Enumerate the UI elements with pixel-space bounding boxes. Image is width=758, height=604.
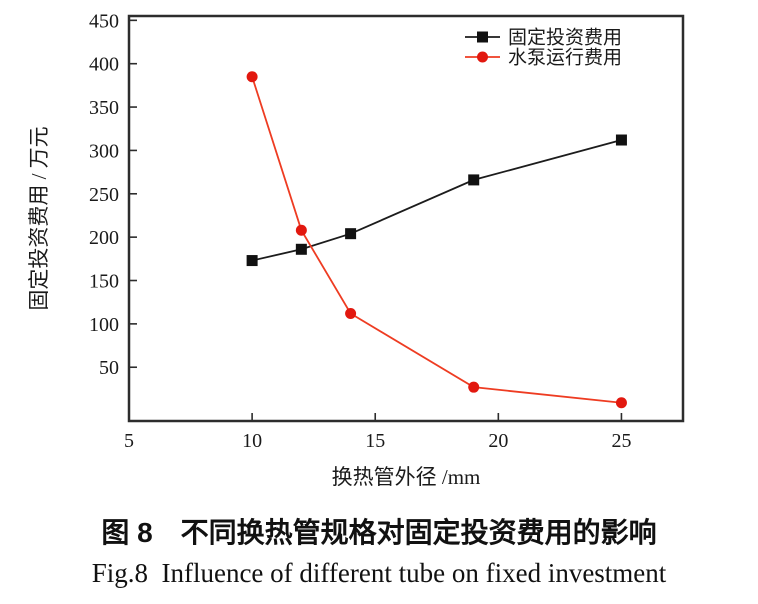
data-point xyxy=(295,243,307,255)
y-tick-label: 350 xyxy=(89,97,119,119)
y-tick-label: 150 xyxy=(89,271,119,293)
data-point xyxy=(345,307,357,319)
x-tick-label: 10 xyxy=(242,430,262,452)
y-tick-label: 200 xyxy=(89,227,119,249)
legend-label: 固定投资费用 xyxy=(508,27,622,49)
y-axis-title: 固定投资费用 / 万元 xyxy=(27,126,51,310)
legend-circle-marker xyxy=(477,51,488,63)
data-point xyxy=(246,255,258,267)
data-point xyxy=(295,224,307,236)
x-axis-title: 换热管外径 /mm xyxy=(332,465,481,489)
y-tick-label: 400 xyxy=(89,54,119,76)
figure-caption-zh: 图 8 不同换热管规格对固定投资费用的影响 xyxy=(101,517,657,548)
data-point xyxy=(345,228,357,240)
data-point xyxy=(615,397,627,409)
series-line-1 xyxy=(251,76,622,404)
x-tick-label: 15 xyxy=(365,430,385,452)
y-tick-label: 450 xyxy=(89,10,119,32)
legend-square-marker xyxy=(477,31,488,43)
legend-label: 水泵运行费用 xyxy=(508,47,622,69)
x-tick-label: 5 xyxy=(124,430,134,452)
data-point xyxy=(615,134,627,146)
series-line-0 xyxy=(251,139,622,262)
x-tick-label: 20 xyxy=(488,430,508,452)
y-tick-label: 250 xyxy=(89,184,119,206)
x-tick-label: 25 xyxy=(611,430,631,452)
data-point xyxy=(468,381,480,393)
y-tick-label: 300 xyxy=(89,140,119,162)
plot-frame xyxy=(127,14,685,423)
data-point xyxy=(468,174,480,186)
chart-svg: 5 10 15 20 25 50 100 150 200 250 300 350 400 450 换热管外径… xyxy=(27,10,685,489)
y-tick-label: 50 xyxy=(99,357,119,379)
legend-item: 水泵运行费用 xyxy=(465,47,622,69)
figure-caption-en: Fig.8 Influence of different tube on fix… xyxy=(91,558,667,588)
legend-item: 固定投资费用 xyxy=(465,27,622,49)
y-tick-label: 100 xyxy=(89,314,119,336)
data-point xyxy=(246,71,258,83)
